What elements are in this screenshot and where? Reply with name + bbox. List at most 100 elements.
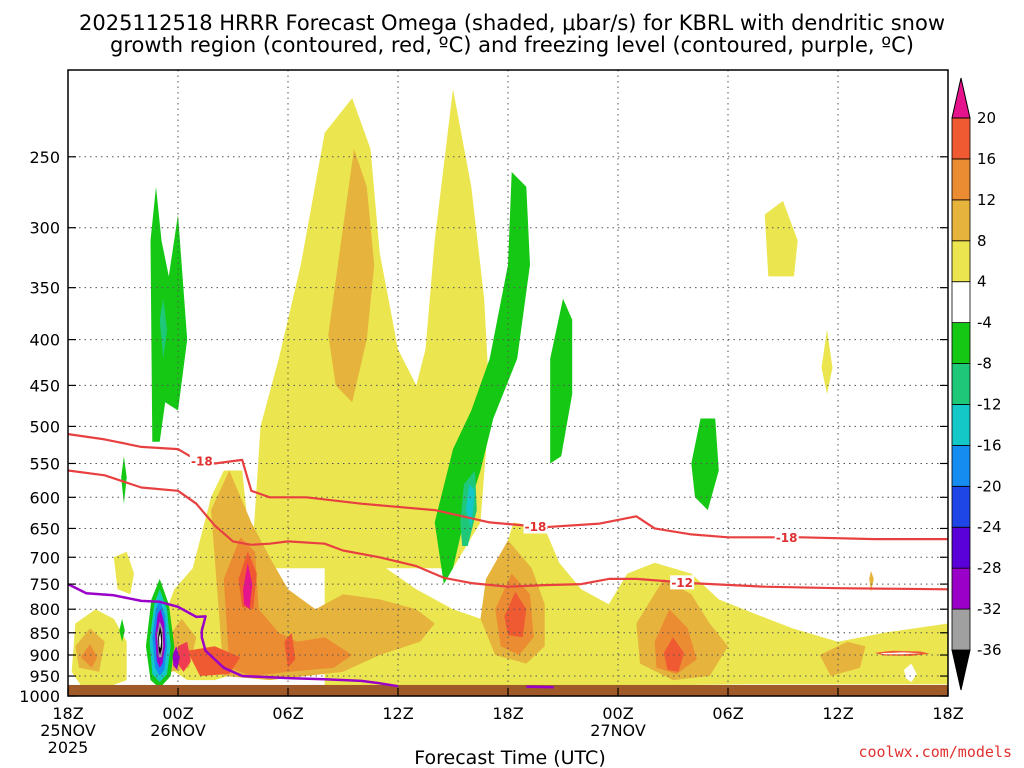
omega-shading <box>68 70 948 696</box>
x-tick-label: 00Z <box>602 704 633 723</box>
colorbar-tick-label: 20 <box>977 109 996 127</box>
colorbar-band <box>951 485 971 528</box>
title-line: growth region (contoured, red, ºC) and f… <box>110 33 914 57</box>
omega-region <box>243 562 253 610</box>
omega-region <box>80 644 98 668</box>
x-tick-label: 12Z <box>822 704 853 723</box>
colorbar-top-arrow <box>951 77 971 119</box>
colorbar-band <box>951 404 971 446</box>
colorbar-band <box>951 444 971 487</box>
y-tick-label: 700 <box>29 548 60 567</box>
x-tick-label: 27NOV <box>590 721 646 740</box>
colorbar-bottom-arrow <box>951 649 971 691</box>
y-tick-label: 400 <box>29 331 60 350</box>
omega-region <box>819 641 866 676</box>
colorbar-band <box>951 526 971 569</box>
omega-region <box>550 298 573 464</box>
colorbar-tick-label: 16 <box>977 150 996 168</box>
omega-region <box>159 632 162 649</box>
x-tick-label: 12Z <box>382 704 413 723</box>
y-tick-label: 750 <box>29 575 60 594</box>
colorbar-band <box>951 608 971 651</box>
chart-title: 2025112518 HRRR Forecast Omega (shaded, … <box>79 11 945 57</box>
x-tick-label: 18Z <box>52 704 83 723</box>
contours: -18 -12 -18 -18 <box>68 433 948 689</box>
y-tick-label: 650 <box>29 519 60 538</box>
x-tick-label: 18Z <box>932 704 963 723</box>
omega-region <box>869 570 874 592</box>
omega-region <box>284 632 296 668</box>
omega-region <box>880 652 921 655</box>
colorbar-tick-label: -20 <box>977 477 1002 495</box>
dgz-contour-label: -18 <box>776 531 798 545</box>
axis-labels: Forecast Time (UTC) coolwx.com/models <box>414 743 1012 768</box>
omega-region <box>504 591 527 638</box>
omega-region <box>121 456 127 504</box>
omega-region <box>159 298 167 359</box>
title-line: 2025112518 HRRR Forecast Omega (shaded, … <box>79 11 945 35</box>
omega-region <box>904 663 917 683</box>
dgz-contour-label: -12 <box>671 576 693 590</box>
contour-label-bg <box>774 530 799 545</box>
x-tick-label: 25NOV <box>40 721 96 740</box>
colorbar-band <box>951 158 971 201</box>
colorbar-band <box>951 322 971 364</box>
omega-region <box>821 329 833 394</box>
colorbar-tick-label: -24 <box>977 518 1002 536</box>
omega-region <box>251 89 490 569</box>
colorbar-tick-label: -28 <box>977 559 1002 577</box>
colorbar-band <box>951 117 971 160</box>
omega-region <box>328 148 375 403</box>
y-tick-label: 850 <box>29 624 60 643</box>
omega-region <box>119 618 125 642</box>
y-tick-label: 250 <box>29 148 60 167</box>
colorbar-tick-label: -12 <box>977 395 1002 413</box>
axes: 250 300 350 400 450 500 550 600 650 700 750 800 850 9… <box>19 69 964 757</box>
colorbar-band <box>951 281 971 324</box>
x-axis-label: Forecast Time (UTC) <box>414 747 605 768</box>
colorbar-tick-label: -32 <box>977 600 1002 618</box>
y-tick-label: 800 <box>29 600 60 619</box>
omega-region <box>434 172 530 585</box>
colorbar-tick-label: -36 <box>977 641 1002 659</box>
dgz-contour-label: -18 <box>525 520 547 534</box>
y-tick-label: 1000 <box>19 687 60 706</box>
contour-label-bg <box>523 519 548 534</box>
x-tick-label: 18Z <box>492 704 523 723</box>
colorbar-band <box>951 240 971 283</box>
colorbar-band <box>951 363 971 405</box>
colorbar: -36 -32 -28 -24 -20 -16 -12 -8 -4 4 8 12 16 20 <box>951 77 1002 691</box>
y-tick-label: 500 <box>29 417 60 436</box>
colorbar-tick-label: -8 <box>977 355 992 373</box>
y-tick-label: 350 <box>29 279 60 298</box>
y-tick-label: 450 <box>29 376 60 395</box>
contour-label-bg <box>189 453 214 468</box>
y-tick-label: 550 <box>29 454 60 473</box>
omega-region <box>324 516 948 687</box>
omega-region <box>150 186 188 442</box>
freezing-level-contour <box>68 582 399 688</box>
y-tick-label: 300 <box>29 219 60 238</box>
omega-region <box>764 200 798 277</box>
colorbar-tick-label: -4 <box>977 314 992 332</box>
freezing-level-contour <box>526 685 554 689</box>
colorbar-band <box>951 199 971 242</box>
x-tick-label: 06Z <box>712 704 743 723</box>
y-tick-label: 950 <box>29 667 60 686</box>
credit-text: coolwx.com/models <box>858 743 1012 761</box>
colorbar-tick-label: 12 <box>977 191 996 209</box>
contour-label-bg <box>670 575 695 590</box>
dgz-contour-label: -18 <box>191 454 213 468</box>
y-tick-label: 900 <box>29 646 60 665</box>
x-tick-label: 00Z <box>162 704 193 723</box>
x-tick-label: 06Z <box>272 704 303 723</box>
x-tick-label: 26NOV <box>150 721 206 740</box>
colorbar-tick-label: 4 <box>977 273 987 291</box>
colorbar-tick-label: -16 <box>977 436 1002 454</box>
y-tick-label: 600 <box>29 488 60 507</box>
omega-region <box>178 641 191 672</box>
colorbar-tick-label: 8 <box>977 232 987 250</box>
x-tick-label: 2025 <box>48 738 89 757</box>
dgz-contour <box>68 469 948 591</box>
